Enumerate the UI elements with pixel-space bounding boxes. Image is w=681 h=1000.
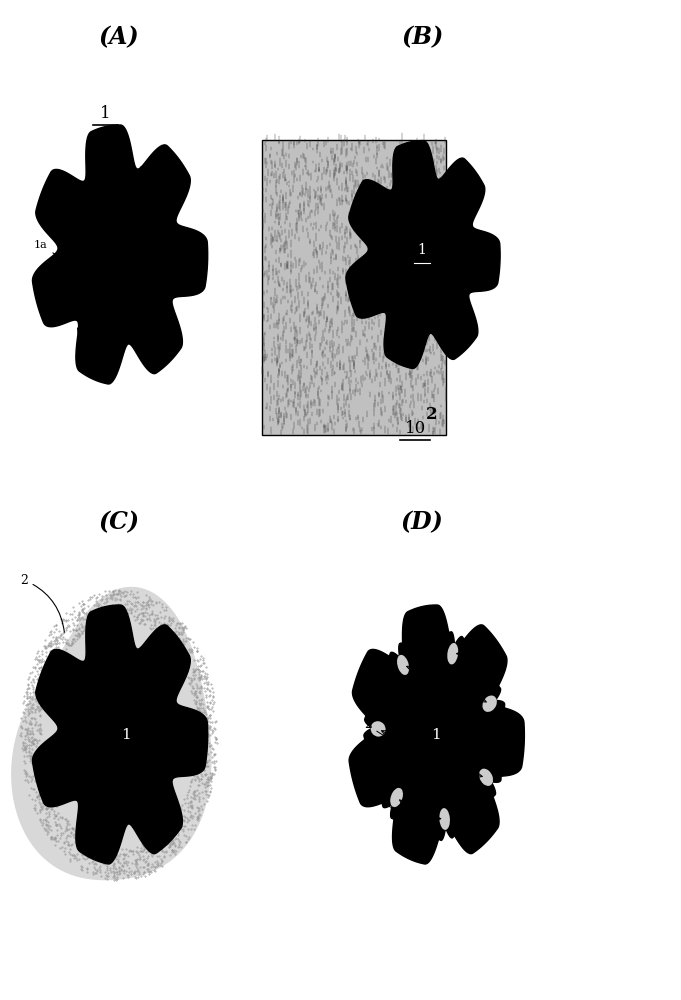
Polygon shape [475, 682, 505, 725]
Polygon shape [346, 141, 500, 369]
Text: 1a: 1a [58, 250, 163, 335]
Text: 1a: 1a [141, 167, 170, 200]
Ellipse shape [370, 721, 385, 737]
Text: 1: 1 [417, 243, 427, 257]
Polygon shape [438, 632, 468, 676]
Text: 1a: 1a [34, 285, 125, 348]
Text: 2: 2 [426, 406, 438, 423]
Text: 1a: 1a [85, 175, 176, 220]
Text: 2: 2 [407, 666, 508, 736]
Text: 2: 2 [405, 634, 486, 702]
Text: 2: 2 [364, 718, 482, 778]
Text: 2: 2 [456, 651, 494, 666]
Text: 1a: 1a [78, 328, 95, 360]
Polygon shape [430, 797, 460, 840]
Polygon shape [33, 125, 208, 384]
Polygon shape [364, 707, 393, 751]
Polygon shape [388, 643, 417, 687]
Polygon shape [381, 776, 411, 819]
Text: (C): (C) [99, 510, 140, 534]
Bar [262, 140, 446, 435]
Text: (D): (D) [401, 510, 443, 534]
Ellipse shape [447, 643, 458, 664]
Ellipse shape [390, 788, 403, 807]
Ellipse shape [439, 808, 450, 830]
Polygon shape [12, 588, 211, 880]
Text: 1: 1 [121, 728, 131, 742]
Text: 1a: 1a [86, 179, 172, 280]
Ellipse shape [479, 769, 493, 786]
Text: 2: 2 [381, 731, 491, 822]
Text: 1a: 1a [34, 240, 172, 303]
Text: (B): (B) [401, 25, 443, 49]
Ellipse shape [397, 655, 409, 675]
Polygon shape [33, 605, 208, 864]
Text: 1: 1 [431, 728, 441, 742]
Text: 1: 1 [100, 105, 111, 122]
Text: (A): (A) [99, 25, 140, 49]
Text: 10: 10 [405, 420, 426, 437]
Ellipse shape [482, 695, 497, 712]
Text: 2: 2 [400, 800, 437, 846]
Text: 2: 2 [370, 794, 441, 821]
Polygon shape [471, 757, 501, 799]
Text: 2: 2 [20, 573, 65, 632]
Polygon shape [349, 605, 524, 864]
